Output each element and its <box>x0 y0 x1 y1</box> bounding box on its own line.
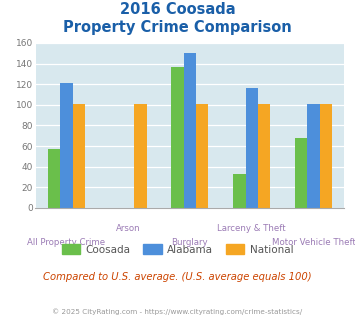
Bar <box>246 88 258 208</box>
Bar <box>72 104 85 208</box>
Bar <box>258 104 270 208</box>
Text: Larceny & Theft: Larceny & Theft <box>217 224 286 233</box>
Bar <box>295 138 307 208</box>
Text: Burglary: Burglary <box>171 238 208 247</box>
Text: 2016 Coosada: 2016 Coosada <box>120 2 235 16</box>
Text: Compared to U.S. average. (U.S. average equals 100): Compared to U.S. average. (U.S. average … <box>43 272 312 282</box>
Bar <box>233 174 246 208</box>
Bar <box>171 67 184 208</box>
Bar <box>60 83 72 208</box>
Text: Arson: Arson <box>116 224 141 233</box>
Text: Motor Vehicle Theft: Motor Vehicle Theft <box>272 238 355 247</box>
Legend: Coosada, Alabama, National: Coosada, Alabama, National <box>59 241 296 258</box>
Bar <box>184 53 196 208</box>
Text: © 2025 CityRating.com - https://www.cityrating.com/crime-statistics/: © 2025 CityRating.com - https://www.city… <box>53 309 302 315</box>
Text: Property Crime Comparison: Property Crime Comparison <box>63 20 292 35</box>
Bar <box>196 104 208 208</box>
Bar <box>320 104 332 208</box>
Bar <box>307 104 320 208</box>
Bar <box>134 104 147 208</box>
Bar <box>48 149 60 208</box>
Text: All Property Crime: All Property Crime <box>27 238 105 247</box>
